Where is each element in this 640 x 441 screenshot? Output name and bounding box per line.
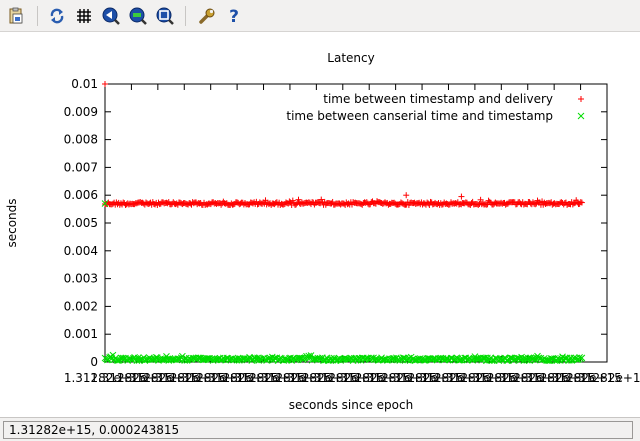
y-axis: 0 0.001 0.002 0.003 0.004 0.005 0.006 0.007 0.00…	[64, 77, 607, 369]
x-tick-label: 1.31282e+15	[487, 371, 569, 385]
y-tick-label: 0.003	[64, 272, 98, 286]
x-tick-label: 1.31282e+15	[143, 371, 225, 385]
legend: time between timestamp and delivery time …	[286, 92, 585, 123]
x-tick-label: 1.31282e+15	[196, 371, 278, 385]
data-point	[282, 356, 290, 364]
replot-button[interactable]	[45, 4, 69, 28]
x-tick-label: 1.31282e+15	[170, 371, 252, 385]
data-point	[194, 354, 202, 362]
replot-icon	[50, 8, 64, 24]
data-point	[318, 196, 325, 203]
statusbar: 1.31282e+15, 0.000243815	[0, 417, 640, 441]
data-point	[136, 355, 144, 363]
x-tick-label: 1.31282e+15	[539, 371, 621, 385]
autoscale-button[interactable]	[153, 4, 177, 28]
data-point	[289, 197, 296, 204]
legend-label: time between canserial time and timestam…	[286, 109, 553, 123]
x-tick-label: 1.31282e+15	[566, 371, 640, 385]
data-point	[469, 356, 476, 364]
grid-icon	[77, 9, 91, 23]
legend-label: time between timestamp and delivery	[323, 92, 553, 106]
latency-chart: Latency 00.0010.0020.0030.0040.0050.0060…	[5, 51, 640, 412]
y-tick-label: 0.007	[64, 160, 98, 174]
x-tick-label: 1.31282e+15	[328, 371, 410, 385]
x-axis: 1.31282e+151.31282e+151.31282e+151.31282…	[64, 84, 640, 385]
data-point	[578, 354, 586, 362]
data-point	[295, 196, 302, 203]
toolbar-separator	[37, 6, 38, 26]
data-point	[544, 357, 552, 364]
y-tick-label: 0.001	[64, 327, 98, 341]
y-tick-label: 0.008	[64, 133, 98, 147]
data-point	[411, 357, 418, 364]
y-tick-label: 0.004	[64, 244, 98, 258]
data-point-outlier	[403, 192, 410, 199]
x-tick-label: 1.31282e+15	[434, 371, 516, 385]
y-tick-label: 0.005	[64, 216, 98, 230]
x-tick-label: 1.31282e+15	[275, 371, 357, 385]
data-point	[548, 355, 556, 363]
x-tick-label: 1.31282e+15	[302, 371, 384, 385]
data-point	[575, 356, 582, 363]
x-tick-label: 1.31282e+15	[513, 371, 595, 385]
x-tick-label: 1.31282e+15	[117, 371, 199, 385]
plot-frame	[104, 83, 608, 363]
data-point-outlier	[458, 193, 465, 200]
series-2	[101, 200, 586, 365]
x-tick-label: 1.31282e+15	[354, 371, 436, 385]
next-zoom-button[interactable]	[126, 4, 150, 28]
options-button[interactable]	[195, 4, 219, 28]
previous-zoom-button[interactable]	[99, 4, 123, 28]
x-tick-label: 1.31282e+15	[222, 371, 304, 385]
chart-title: Latency	[327, 51, 374, 65]
data-point	[399, 354, 407, 362]
autoscale-icon	[156, 7, 174, 25]
plot-canvas[interactable]: Latency 0 0.001 0.002 0.003 0.004 0.005 0.006 0…	[0, 32, 640, 417]
cursor-coordinates: 1.31282e+15, 0.000243815	[3, 421, 633, 439]
y-tick-label: 0	[90, 355, 98, 369]
x-tick-label: 1.31282e+15	[249, 371, 331, 385]
help-icon: ?	[229, 7, 239, 25]
toolbar: ?	[0, 0, 640, 32]
grid-button[interactable]	[72, 4, 96, 28]
zoom-previous-icon	[102, 7, 120, 25]
toolbar-separator	[185, 6, 186, 26]
x-tick-label: 1.31282e+15	[407, 371, 489, 385]
x-tick-label: 1.31282e+15	[381, 371, 463, 385]
zoom-next-icon	[129, 7, 147, 25]
x-tick-label: 1.31282e+15	[64, 371, 146, 385]
data-point	[286, 198, 293, 205]
x-tick-label: 1.31282e+15	[90, 371, 172, 385]
data-point	[477, 196, 484, 203]
data-point	[199, 356, 207, 364]
series-1	[102, 81, 585, 209]
help-button[interactable]: ?	[222, 4, 246, 28]
y-tick-label: 0.006	[64, 188, 98, 202]
data-point	[578, 199, 585, 206]
y-tick-label: 0.002	[64, 299, 98, 313]
data-point	[475, 201, 482, 208]
data-series	[101, 81, 586, 365]
y-tick-label: 0.009	[64, 105, 98, 119]
data-point-outlier	[102, 81, 108, 87]
data-point	[532, 201, 539, 208]
svg-text:?: ?	[229, 7, 239, 25]
wrench-icon	[199, 8, 215, 24]
legend-marker	[577, 112, 585, 120]
data-point	[420, 356, 428, 364]
copy-clipboard-icon	[9, 7, 23, 24]
x-axis-label: seconds since epoch	[289, 398, 413, 412]
legend-marker	[578, 96, 584, 102]
y-tick-label: 0.01	[71, 77, 98, 91]
data-point-outlier	[101, 200, 109, 207]
copy-clipboard-button[interactable]	[4, 4, 28, 28]
y-axis-label: seconds	[5, 198, 19, 247]
data-point	[305, 352, 313, 360]
x-tick-label: 1.31282e+15	[460, 371, 542, 385]
